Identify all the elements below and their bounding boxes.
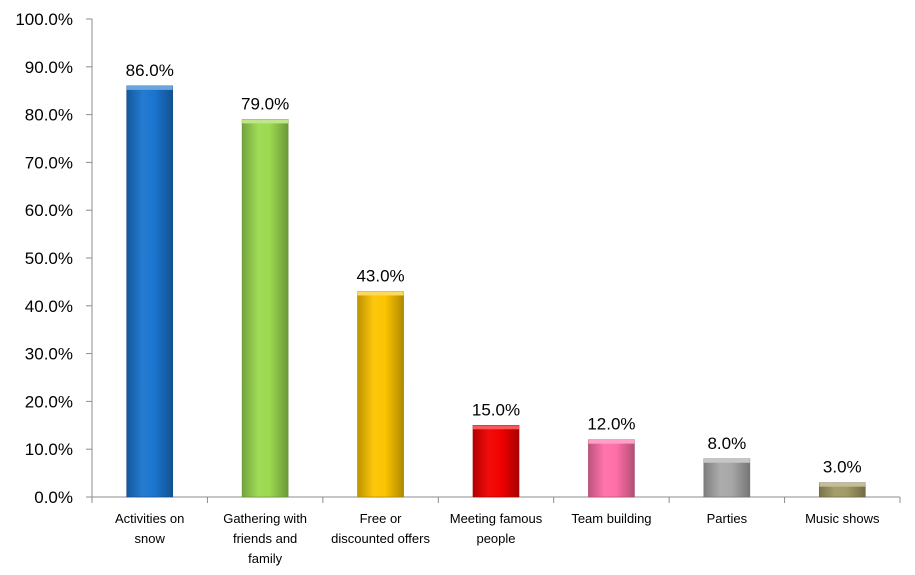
y-axis: 0.0% 10.0% 20.0% 30.0% 40.0% 50.0% 60.0% 70.0% 8… — [15, 10, 93, 507]
bar-top-highlight — [357, 291, 404, 296]
bar — [241, 119, 289, 498]
y-tick-label: 0.0% — [34, 488, 73, 507]
bar-value-label: 3.0% — [823, 458, 862, 477]
bar — [126, 85, 174, 498]
bar — [472, 424, 520, 498]
bars — [126, 85, 866, 498]
x-category-label-line: snow — [135, 531, 166, 546]
x-category-label: Parties — [707, 511, 748, 526]
value-labels: 86.0% 79.0% 43.0% 15.0% 12.0% 8.0% 3.0% — [126, 61, 862, 477]
x-category-label: Meeting famous people — [450, 511, 543, 546]
bar-value-label: 8.0% — [707, 434, 746, 453]
bar-value-label: 12.0% — [587, 415, 635, 434]
x-category-label-line: people — [476, 531, 515, 546]
x-category-label-line: friends and — [233, 531, 297, 546]
category-labels: Activities on snow Gathering with friends a… — [115, 511, 880, 566]
bar-value-label: 43.0% — [356, 266, 404, 285]
bar-top-highlight — [703, 458, 750, 463]
x-axis — [91, 496, 901, 503]
bar-top-highlight — [126, 85, 173, 90]
bar — [357, 291, 404, 498]
y-tick-label: 60.0% — [25, 201, 73, 220]
x-category-label: Music shows — [805, 511, 880, 526]
bar-value-label: 79.0% — [241, 94, 289, 113]
x-category-label: Gathering with friends and family — [223, 511, 307, 566]
x-category-label: Activities on snow — [115, 511, 184, 546]
x-category-label-line: Music shows — [805, 511, 880, 526]
y-tick-label: 40.0% — [25, 297, 73, 316]
bar — [703, 458, 751, 498]
y-tick-label: 100.0% — [15, 10, 73, 29]
y-tick-label: 80.0% — [25, 106, 73, 125]
x-category-label-line: Free or — [360, 511, 403, 526]
y-tick-label: 50.0% — [25, 249, 73, 268]
bar — [588, 439, 635, 498]
x-category-label-line: discounted offers — [331, 531, 430, 546]
x-category-label-line: Gathering with — [223, 511, 307, 526]
x-category-label-line: Meeting famous — [450, 511, 543, 526]
bar-top-highlight — [819, 482, 866, 487]
x-category-label-line: Activities on — [115, 511, 184, 526]
y-tick-label: 30.0% — [25, 345, 73, 364]
x-category-label: Team building — [571, 511, 651, 526]
x-category-label-line: Team building — [571, 511, 651, 526]
x-category-label: Free or discounted offers — [331, 511, 430, 546]
bar-value-label: 86.0% — [126, 61, 174, 80]
y-tick-label: 10.0% — [25, 440, 73, 459]
x-category-label-line: Parties — [707, 511, 748, 526]
y-tick-label: 70.0% — [25, 153, 73, 172]
y-tick-label: 90.0% — [25, 58, 73, 77]
x-category-label-line: family — [248, 551, 282, 566]
bar-value-label: 15.0% — [472, 400, 520, 419]
bar-top-highlight — [588, 439, 635, 444]
bar-top-highlight — [473, 425, 519, 430]
y-tick-label: 20.0% — [25, 392, 73, 411]
bar-top-highlight — [242, 119, 289, 124]
